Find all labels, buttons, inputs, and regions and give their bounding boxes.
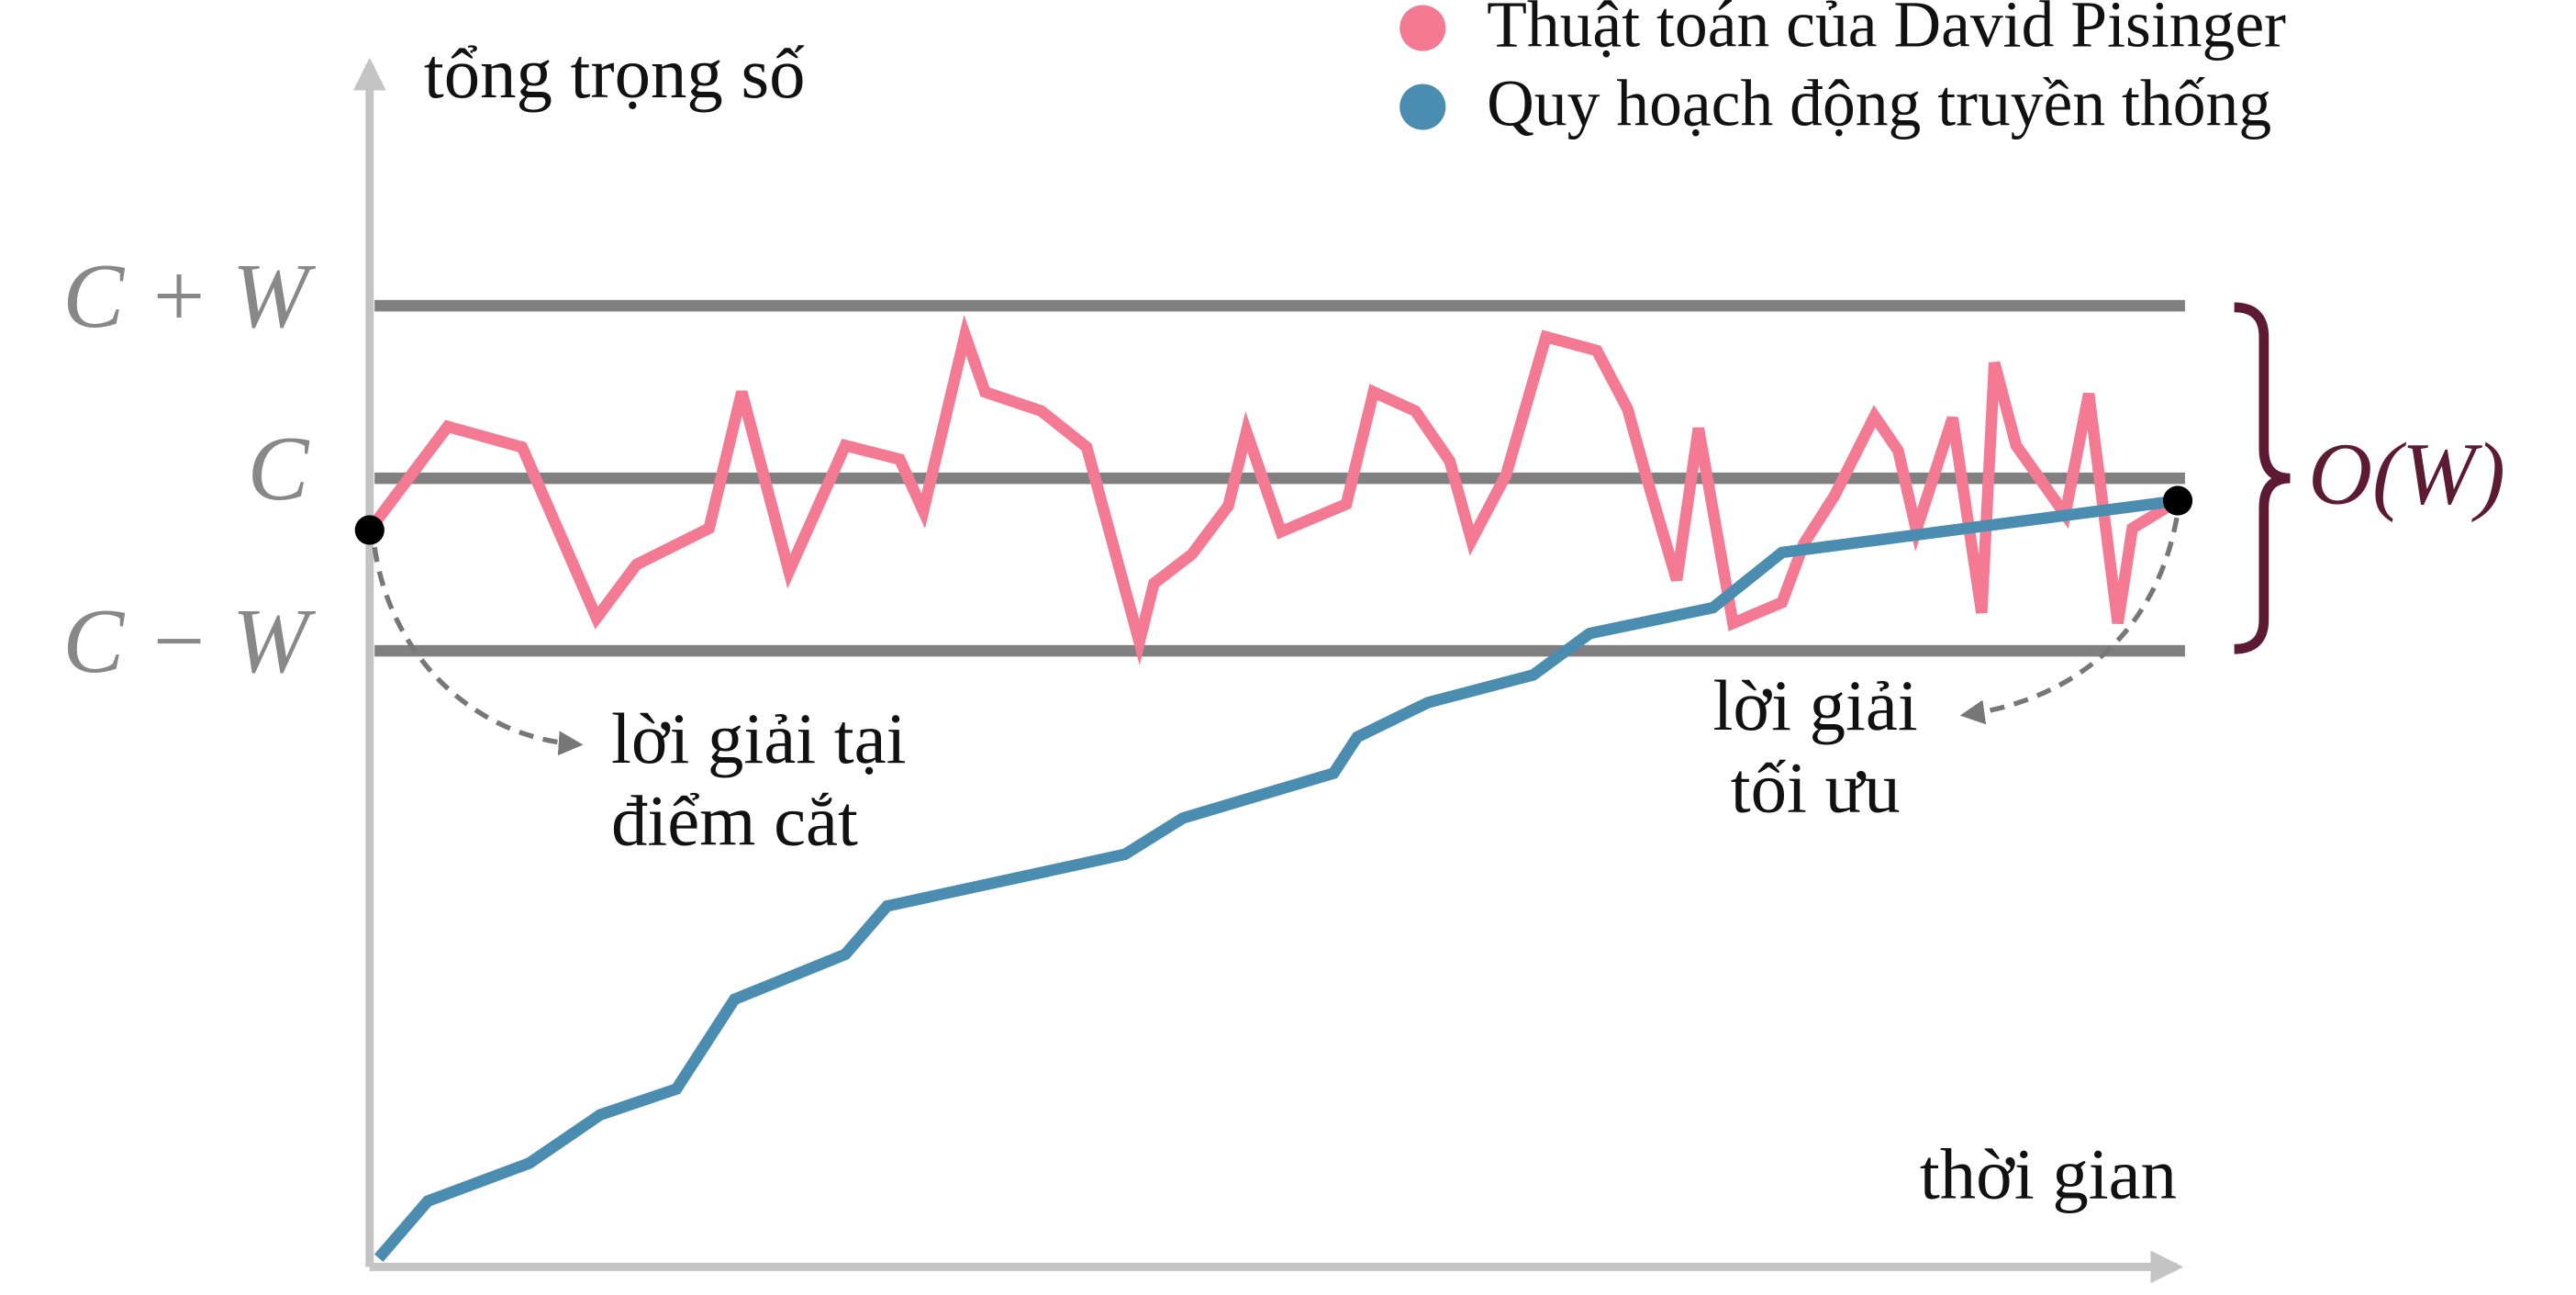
x-axis-label: thời gian <box>1920 1134 2177 1214</box>
annotation-arrow <box>372 546 584 756</box>
brace <box>2234 302 2291 654</box>
legend-swatch <box>1400 84 1446 130</box>
annotation: điểm cắt <box>611 781 858 861</box>
legend-label: Quy hoạch động truyền thống <box>1487 68 2271 140</box>
legend-swatch <box>1400 5 1446 51</box>
annotation-arrow <box>1959 517 2180 725</box>
legend-label: Thuật toán của David Pisinger <box>1487 0 2286 61</box>
y-tick-label: C − W <box>62 590 317 692</box>
brace-label: O(W) <box>2308 425 2505 523</box>
solution-point <box>354 515 385 545</box>
annotation: lời giải tại <box>611 699 907 779</box>
grid <box>374 299 2185 657</box>
solution-point <box>2162 486 2193 516</box>
y-axis-label: tổng trọng số <box>424 34 806 114</box>
legend: Thuật toán của David Pisinger Quy hoạch đ… <box>1400 0 2286 140</box>
series-line <box>364 314 2181 665</box>
annotation: lời giải <box>1713 666 1918 746</box>
plot <box>354 314 2193 1262</box>
y-tick-label: C + W <box>62 245 317 347</box>
y-tick-label: C <box>248 418 310 519</box>
annotation: tối ưu <box>1731 749 1901 829</box>
series-line <box>374 495 2179 1262</box>
